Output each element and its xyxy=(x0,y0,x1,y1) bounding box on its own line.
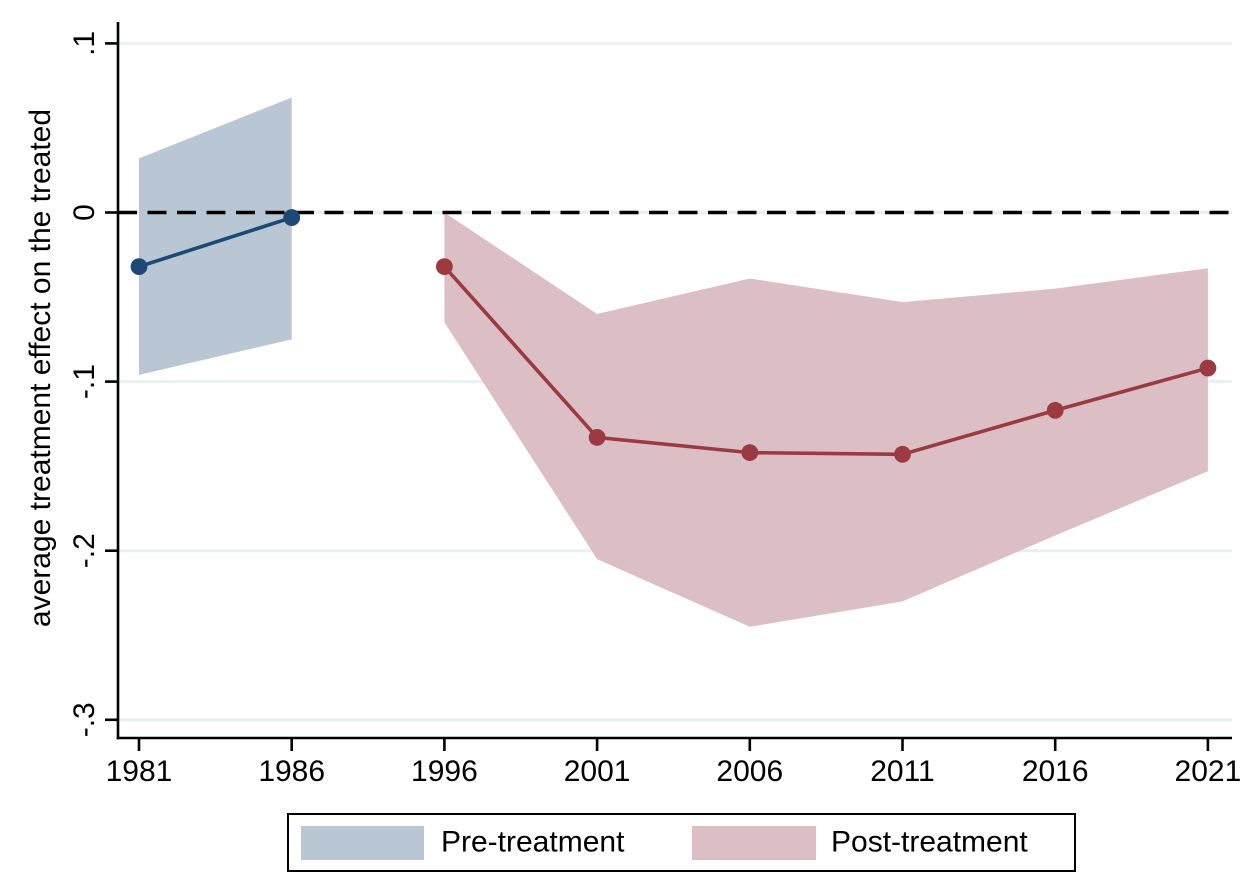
pre-treatment-confidence-band xyxy=(139,97,292,375)
post-treatment-label: Post-treatment xyxy=(831,824,1028,858)
pre-treatment-marker xyxy=(130,258,148,276)
post-treatment-marker xyxy=(1199,359,1217,377)
post-treatment-line xyxy=(443,265,1209,457)
y-tick-label: -.1 xyxy=(68,364,101,399)
post-treatment-marker xyxy=(588,429,606,446)
x-tick-label: 1986 xyxy=(258,755,325,788)
x-tick-label: 2011 xyxy=(870,755,935,788)
post-treatment-marker xyxy=(436,258,453,276)
pre-treatment-swatch xyxy=(301,826,424,860)
pre-treatment-label: Pre-treatment xyxy=(441,824,625,858)
x-tick-label: 2001 xyxy=(564,755,631,788)
x-tick-label: 2021 xyxy=(1175,755,1242,788)
y-tick-label: -.2 xyxy=(68,533,101,568)
pre-treatment-line xyxy=(138,215,293,269)
pre-treatment-marker xyxy=(283,209,301,226)
x-tick-label: 2006 xyxy=(716,755,783,788)
x-tick-label: 2016 xyxy=(1022,755,1089,788)
x-tick-label: 1996 xyxy=(411,755,478,788)
legend: Pre-treatment Post-treatment xyxy=(287,813,1076,872)
y-tick-label: .1 xyxy=(68,31,101,56)
y-tick-label: -.3 xyxy=(68,702,101,737)
x-tick-label: 1981 xyxy=(106,755,173,788)
y-tick-label: 0 xyxy=(68,204,101,221)
post-treatment-marker xyxy=(894,445,911,463)
post-treatment-marker xyxy=(741,444,759,462)
post-treatment-swatch xyxy=(692,826,816,860)
post-treatment-marker xyxy=(1046,401,1064,419)
post-treatment-confidence-band xyxy=(444,212,1208,627)
